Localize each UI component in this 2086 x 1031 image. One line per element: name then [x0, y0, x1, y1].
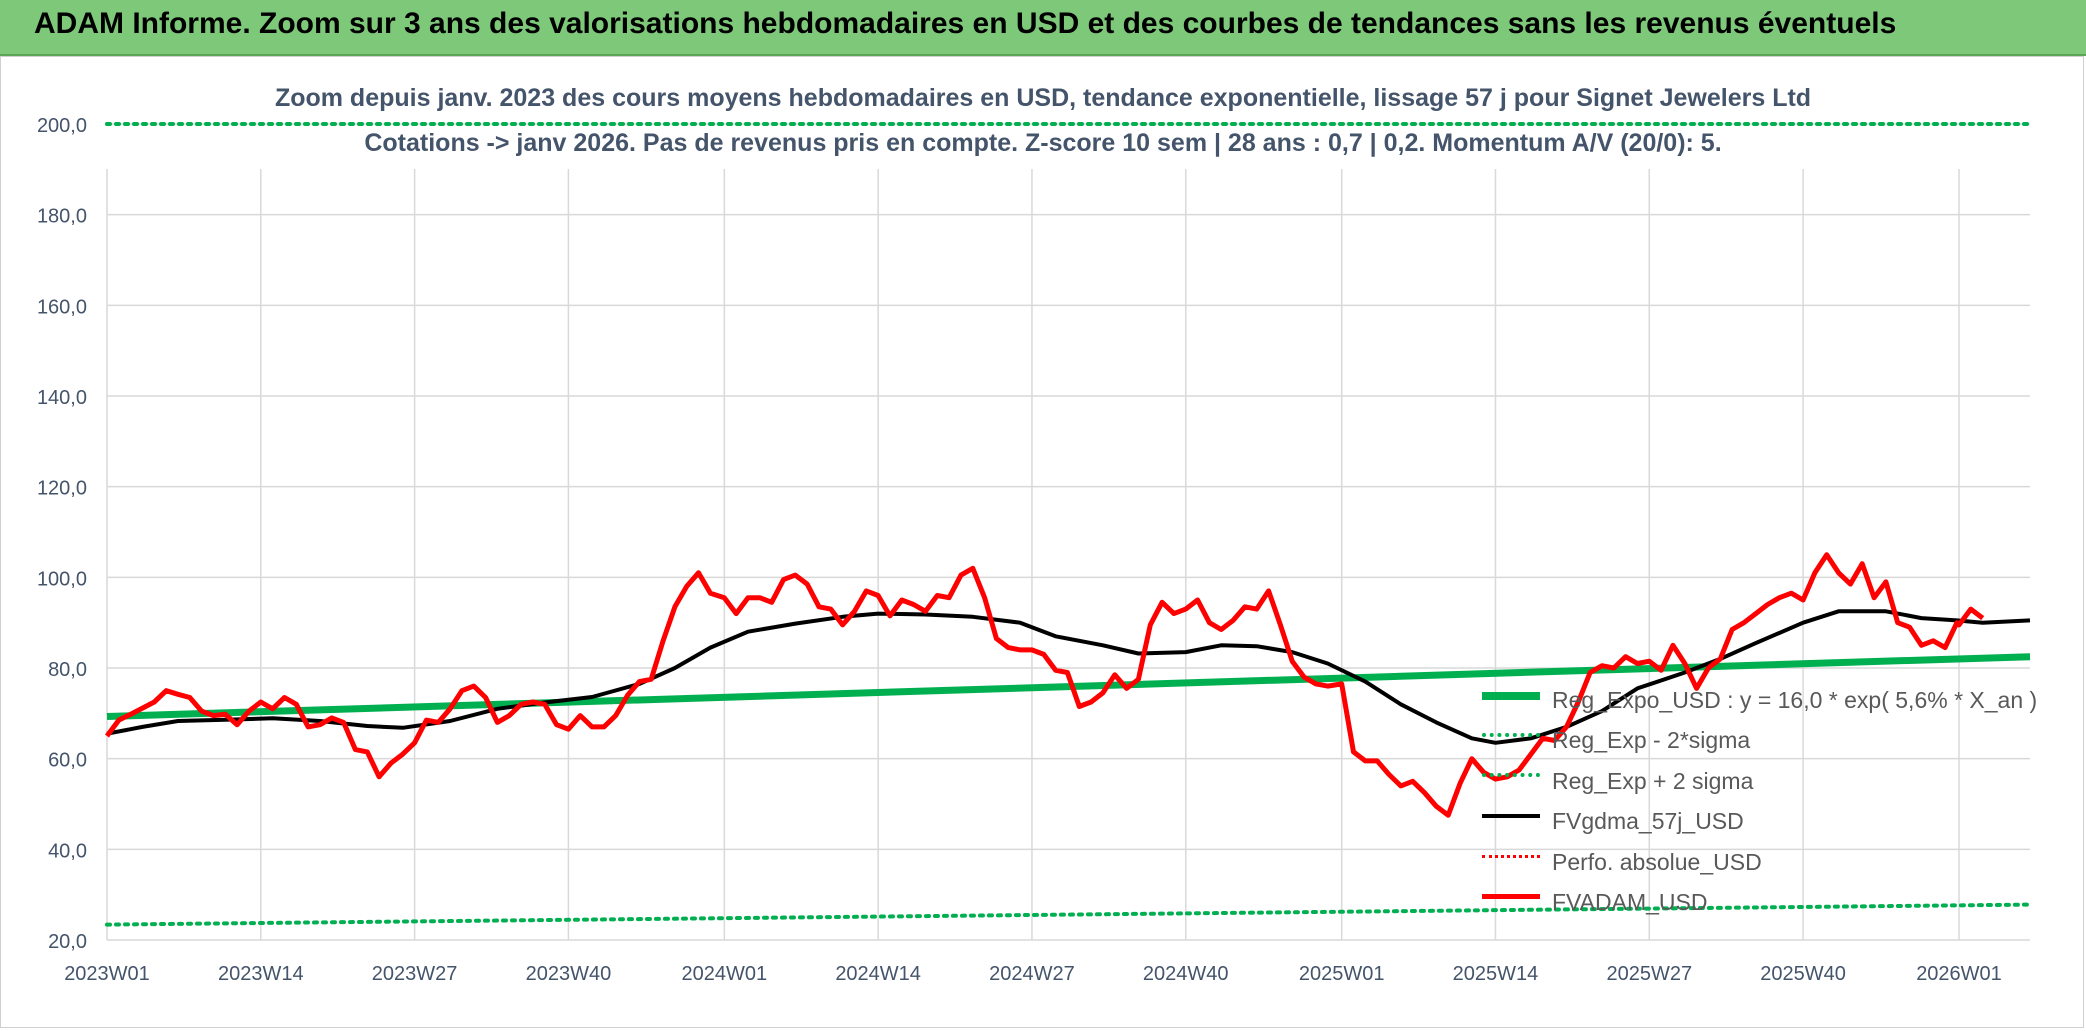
- legend-swatch: [1482, 894, 1540, 911]
- y-tick-label: 80,0: [48, 659, 87, 681]
- y-tick-label: 120,0: [37, 478, 87, 500]
- legend-label: Perfo. absolue_USD: [1552, 848, 1762, 875]
- y-tick-label: 60,0: [48, 750, 87, 772]
- x-tick-label: 2024W40: [1143, 963, 1229, 985]
- legend-item: Perfo. absolue_USD: [1482, 842, 2037, 883]
- x-tick-label: 2025W40: [1760, 963, 1846, 985]
- y-tick-label: 140,0: [37, 387, 87, 409]
- legend-item: Reg_Expo_USD : y = 16,0 * exp( 5,6% * X_…: [1482, 680, 2037, 721]
- legend-label: FVADAM_USD: [1552, 889, 1708, 916]
- x-tick-label: 2024W14: [835, 963, 921, 985]
- y-tick-label: 100,0: [37, 568, 87, 590]
- banner: ADAM Informe. Zoom sur 3 ans des valoris…: [0, 0, 2086, 56]
- x-tick-label: 2024W01: [682, 963, 768, 985]
- legend: Reg_Expo_USD : y = 16,0 * exp( 5,6% * X_…: [1482, 680, 2037, 923]
- banner-title: ADAM Informe. Zoom sur 3 ans des valoris…: [34, 7, 1897, 40]
- x-tick-label: 2024W27: [989, 963, 1075, 985]
- x-tick-label: 2025W27: [1606, 963, 1692, 985]
- y-tick-label: 160,0: [37, 296, 87, 318]
- chart-frame: [0, 56, 2084, 1028]
- y-tick-label: 20,0: [48, 931, 87, 953]
- x-tick-label: 2023W14: [218, 963, 304, 985]
- legend-swatch: [1482, 813, 1540, 830]
- series-line-5: [104, 552, 1985, 818]
- legend-label: Reg_Exp + 2 sigma: [1552, 767, 1754, 794]
- chart-title: Zoom depuis janv. 2023 des cours moyens …: [274, 84, 1812, 112]
- x-tick-label: 2023W01: [64, 963, 150, 985]
- legend-label: Reg_Expo_USD : y = 16,0 * exp( 5,6% * X_…: [1552, 686, 2038, 713]
- legend-swatch: [1482, 692, 1540, 712]
- legend-swatch: [1482, 773, 1540, 789]
- legend-label: FVgdma_57j_USD: [1552, 808, 1744, 835]
- y-tick-label: 200,0: [37, 115, 87, 137]
- x-tick-label: 2025W14: [1453, 963, 1539, 985]
- x-tick-label: 2026W01: [1916, 963, 2002, 985]
- legend-swatch: [1482, 854, 1540, 870]
- legend-item: FVgdma_57j_USD: [1482, 802, 2037, 843]
- x-tick-label: 2025W01: [1299, 963, 1385, 985]
- legend-item: Reg_Exp - 2*sigma: [1482, 721, 2037, 762]
- legend-swatch: [1482, 732, 1540, 749]
- chart-subtitle: Cotations -> janv 2026. Pas de revenus p…: [364, 129, 1722, 157]
- x-tick-label: 2023W27: [372, 963, 458, 985]
- series-line-1: [105, 902, 2032, 927]
- legend-label: Reg_Exp - 2*sigma: [1552, 727, 1751, 754]
- x-tick-label: 2023W40: [526, 963, 612, 985]
- y-tick-label: 40,0: [48, 840, 87, 862]
- legend-item: Reg_Exp + 2 sigma: [1482, 761, 2037, 802]
- legend-item: FVADAM_USD: [1482, 883, 2037, 924]
- y-tick-label: 180,0: [37, 206, 87, 228]
